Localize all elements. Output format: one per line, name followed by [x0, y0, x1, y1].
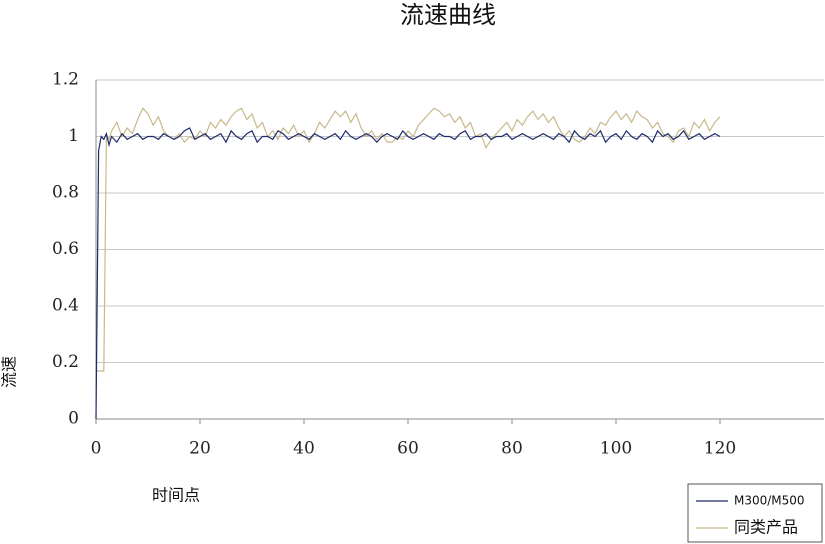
- x-tick-label: 120: [704, 439, 736, 459]
- chart-title: 流速曲线: [400, 1, 496, 29]
- x-tick-label: 80: [501, 439, 523, 459]
- x-axis-label: 时间点: [152, 486, 200, 505]
- y-tick-label: 0.4: [52, 296, 79, 316]
- legend-label: M300/M500: [734, 494, 805, 508]
- x-tick-label: 60: [397, 439, 419, 459]
- y-tick-label: 0.6: [52, 239, 79, 259]
- legend-box: [687, 483, 823, 543]
- y-tick-label: 0: [68, 409, 79, 429]
- x-tick-label: 40: [293, 439, 315, 459]
- x-tick-label: 20: [189, 439, 211, 459]
- y-axis-label: 流速: [0, 356, 19, 388]
- y-tick-label: 1: [68, 126, 79, 146]
- x-tick-label: 0: [91, 439, 102, 459]
- x-tick-label: 100: [600, 439, 632, 459]
- series-line: [95, 127, 721, 420]
- y-tick-label: 1.2: [52, 70, 79, 90]
- legend-label: 同类产品: [734, 518, 798, 537]
- y-tick-label: 0.8: [52, 183, 79, 203]
- y-tick-label: 0.2: [52, 352, 79, 372]
- series-line: [96, 107, 721, 372]
